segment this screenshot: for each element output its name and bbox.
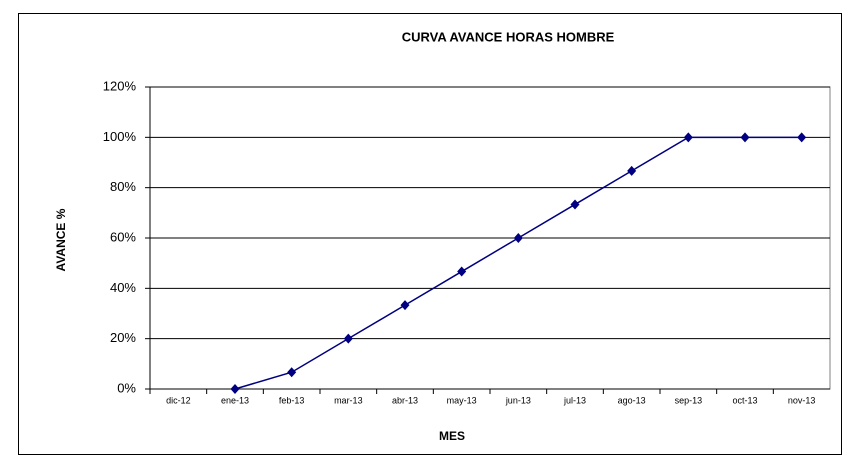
- x-tick-label: jun-13: [505, 395, 531, 405]
- x-tick-label: ago-13: [618, 395, 646, 405]
- marker: [457, 266, 467, 277]
- marker: [570, 199, 580, 210]
- x-tick-label: nov-13: [788, 395, 816, 405]
- y-tick-label: 60%: [110, 229, 136, 244]
- marker: [740, 132, 750, 143]
- x-tick-label: mar-13: [334, 395, 363, 405]
- marker: [343, 333, 353, 344]
- x-tick-label: oct-13: [732, 395, 757, 405]
- marker: [230, 384, 240, 394]
- marker: [287, 367, 297, 378]
- y-axis-label: AVANCE %: [54, 208, 68, 271]
- y-tick-label: 80%: [110, 179, 136, 194]
- x-tick-label: sep-13: [675, 395, 703, 405]
- x-tick-label: ene-13: [221, 395, 249, 405]
- x-tick-label: dic-12: [166, 395, 191, 405]
- marker: [627, 165, 637, 176]
- y-tick-label: 0%: [117, 380, 136, 395]
- chart-title: CURVA AVANCE HORAS HOMBRE: [402, 29, 615, 44]
- y-tick-label: 40%: [110, 280, 136, 295]
- x-tick-label: jul-13: [563, 395, 586, 405]
- marker: [797, 132, 807, 143]
- y-tick-label: 20%: [110, 330, 136, 345]
- x-tick-label: abr-13: [392, 395, 418, 405]
- y-tick-label: 120%: [103, 78, 137, 93]
- x-tick-label: may-13: [447, 395, 477, 405]
- marker: [513, 233, 523, 243]
- y-tick-label: 100%: [103, 129, 137, 144]
- marker: [683, 132, 693, 143]
- x-axis-label: MES: [439, 429, 465, 443]
- x-tick-label: feb-13: [279, 395, 305, 405]
- marker: [400, 300, 410, 311]
